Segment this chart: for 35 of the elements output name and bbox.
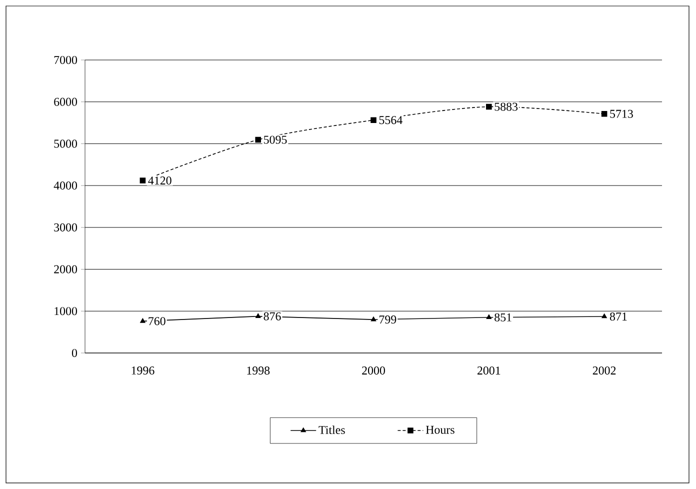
point bbox=[255, 136, 262, 143]
data-label: 5564 bbox=[379, 116, 402, 124]
data-label: 5883 bbox=[494, 102, 518, 111]
point bbox=[370, 117, 376, 123]
data-label: 5713 bbox=[610, 110, 633, 118]
point bbox=[140, 318, 146, 323]
point bbox=[256, 313, 261, 318]
y-tick-label: 4000 bbox=[54, 182, 78, 190]
legend-label: Hours bbox=[426, 426, 454, 434]
y-tick-label: 0 bbox=[72, 348, 78, 358]
point bbox=[486, 104, 492, 110]
y-tick-label: 1000 bbox=[54, 307, 78, 316]
y-tick-label: 7000 bbox=[54, 56, 78, 64]
legend-label: Titles bbox=[318, 426, 345, 434]
data-label: 5095 bbox=[264, 136, 287, 144]
x-tick-label: 2001 bbox=[477, 366, 500, 375]
x-tick-label: 2002 bbox=[592, 366, 616, 375]
data-label: 871 bbox=[610, 312, 627, 321]
point bbox=[601, 110, 608, 117]
data-label: 851 bbox=[494, 313, 512, 322]
data-label: 876 bbox=[264, 312, 281, 320]
x-tick-label: 1996 bbox=[132, 366, 154, 375]
point bbox=[370, 316, 376, 322]
data-label: 4120 bbox=[148, 176, 172, 185]
data-label: 760 bbox=[148, 317, 166, 326]
y-tick-label: 2000 bbox=[54, 265, 78, 274]
data-label: 799 bbox=[379, 316, 396, 324]
y-tick-label: 3000 bbox=[54, 223, 78, 232]
x-tick-label: 2000 bbox=[362, 366, 385, 375]
point bbox=[140, 178, 146, 184]
point bbox=[486, 314, 492, 320]
point bbox=[602, 314, 607, 318]
x-tick-label: 1998 bbox=[247, 366, 270, 375]
y-tick-label: 6000 bbox=[54, 98, 78, 106]
y-tick-label: 5000 bbox=[54, 140, 78, 148]
